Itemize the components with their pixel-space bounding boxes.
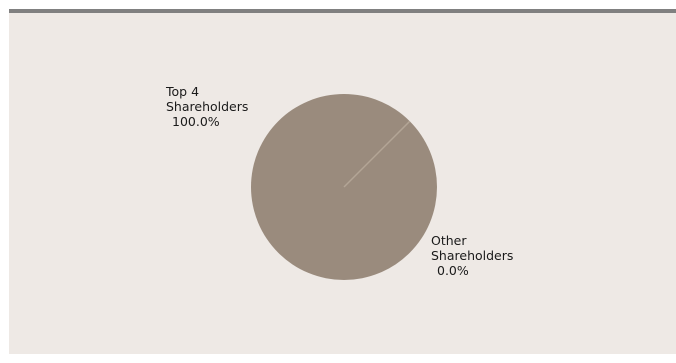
pie-label-top-4-shareholders: Top 4 Shareholders 100.0% xyxy=(165,84,248,129)
pie-label-line: 100.0% xyxy=(172,114,220,129)
pie-slice-other-shareholders xyxy=(343,120,411,188)
pie-label-other-shareholders: Other Shareholders 0.0% xyxy=(431,233,513,278)
pie-label-line: Top 4 xyxy=(165,84,199,99)
chart-panel: Top 4 Shareholders 100.0% Other Shareholders… xyxy=(9,9,676,354)
pie-label-line: 0.0% xyxy=(437,263,469,278)
pie-label-line: Other xyxy=(431,233,467,248)
pie-chart: Top 4 Shareholders 100.0%Other Shareholders… xyxy=(165,84,513,280)
pie-label-line: Shareholders xyxy=(431,248,513,263)
pie-label-line: Shareholders xyxy=(166,99,248,114)
